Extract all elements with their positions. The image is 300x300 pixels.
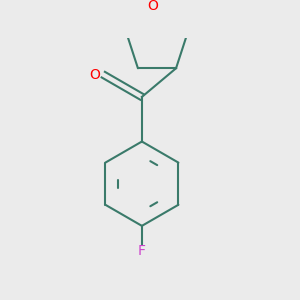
Text: O: O [148, 0, 158, 13]
Text: F: F [138, 244, 146, 258]
Text: O: O [90, 68, 101, 82]
